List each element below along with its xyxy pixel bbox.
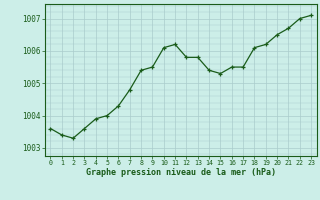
X-axis label: Graphe pression niveau de la mer (hPa): Graphe pression niveau de la mer (hPa)	[86, 168, 276, 177]
